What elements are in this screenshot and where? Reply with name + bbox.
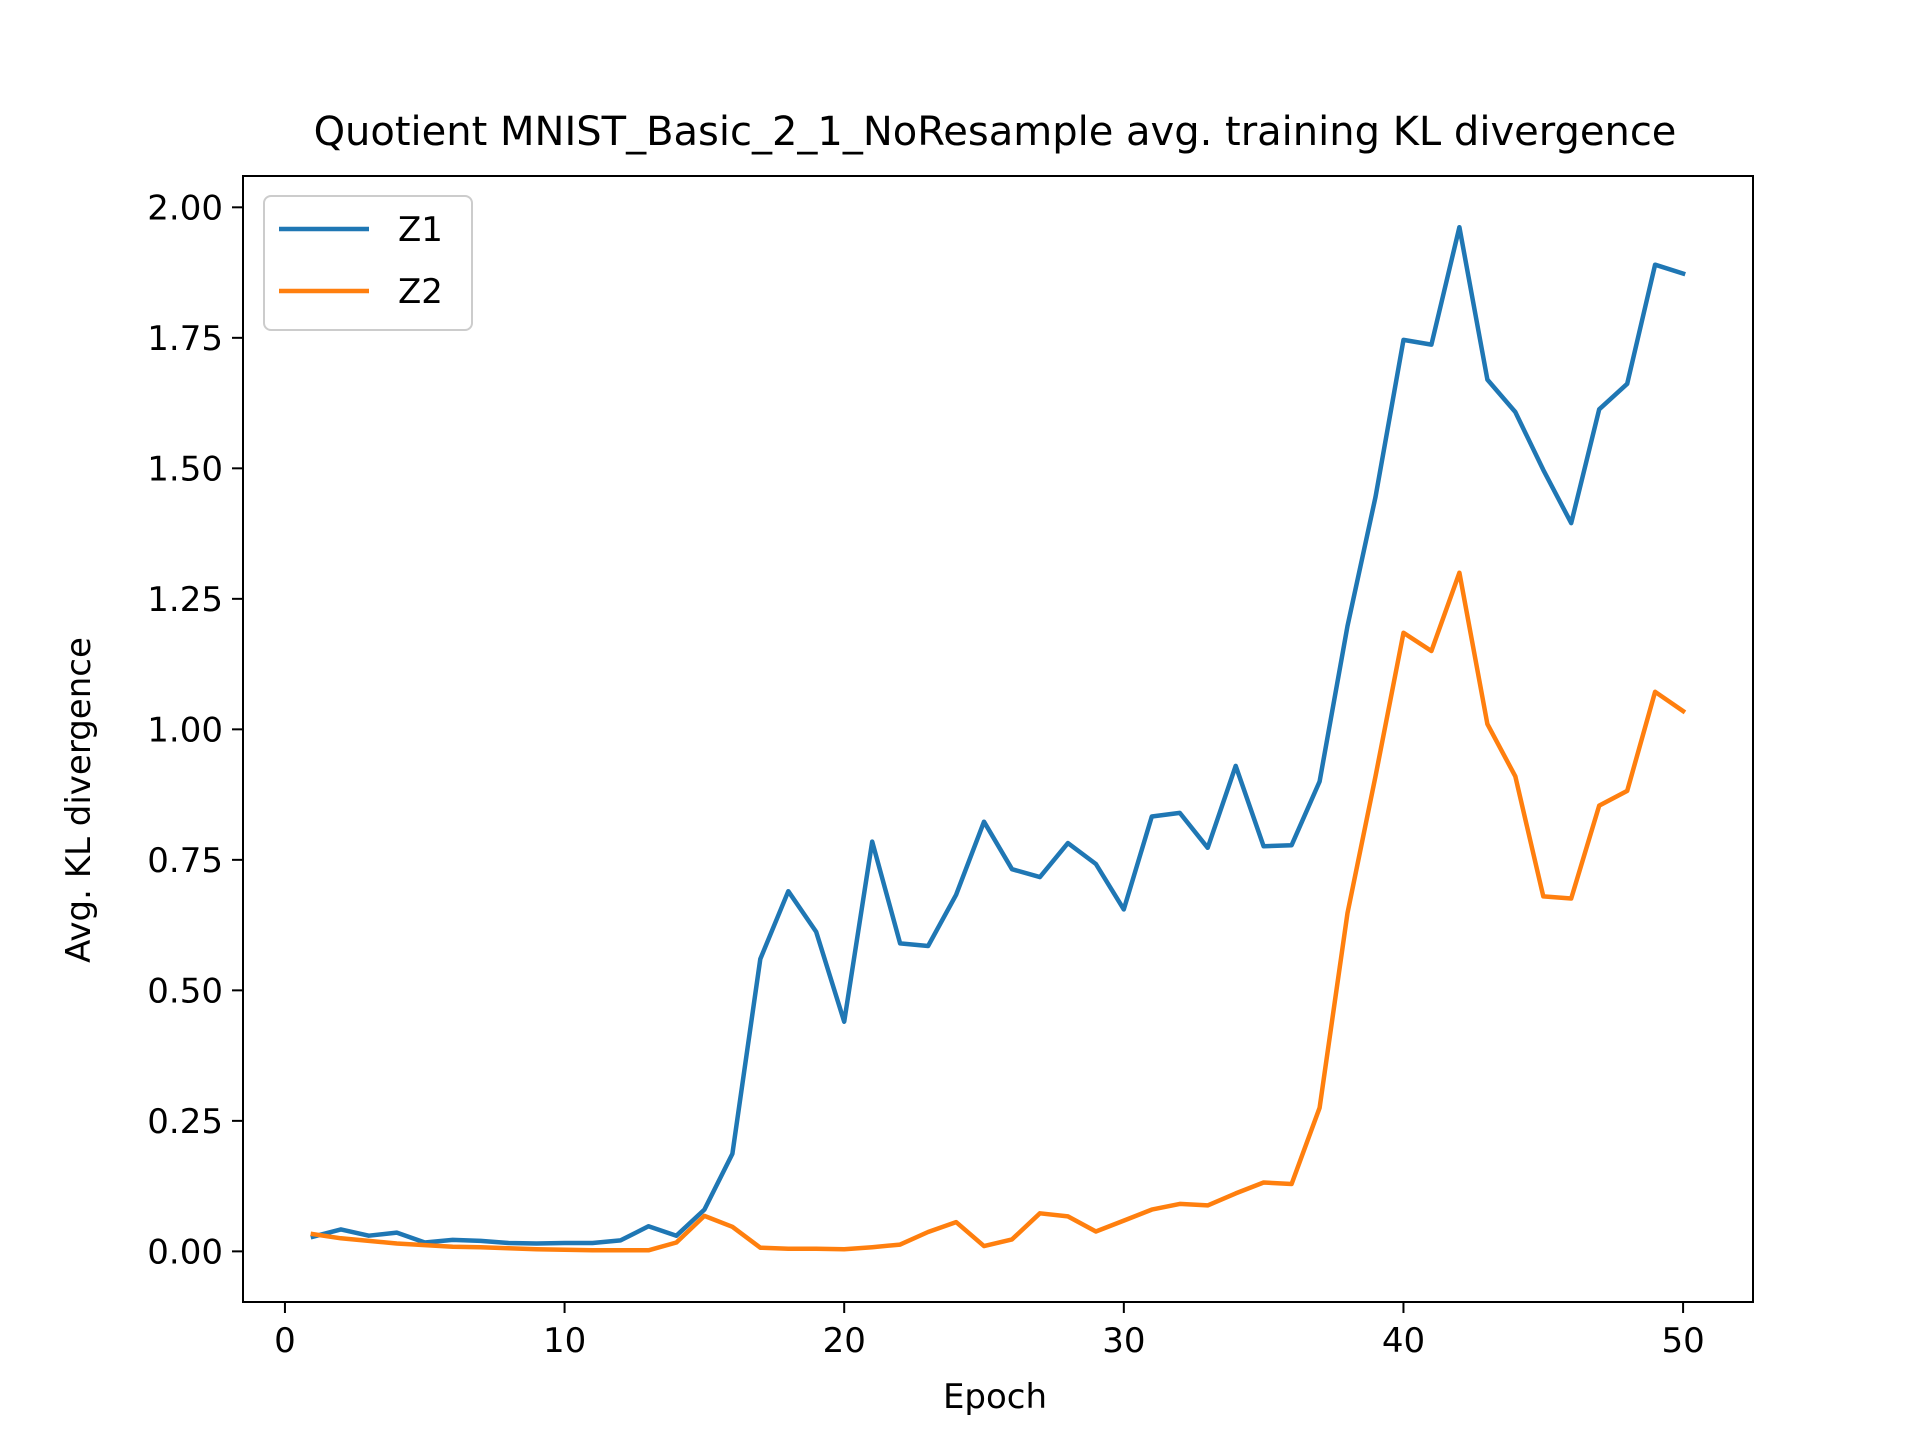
- legend-label-z2: Z2: [398, 272, 443, 312]
- y-tick-label: 0.00: [147, 1232, 223, 1272]
- y-axis: 0.00 0.25 0.50 0.75 1.00 1.25 1.50 1.75 2.00: [147, 188, 243, 1272]
- y-tick-label: 1.75: [147, 319, 223, 359]
- y-tick-label: 0.50: [147, 971, 223, 1011]
- y-tick-label: 0.25: [147, 1102, 223, 1142]
- plot-frame: [242, 175, 1754, 1303]
- legend: Z1 Z2: [263, 195, 473, 331]
- y-tick-label: 1.25: [147, 580, 223, 620]
- plot-area: [242, 175, 1754, 1303]
- x-tick-label: 30: [1102, 1321, 1145, 1361]
- x-axis-label: Epoch: [943, 1377, 1047, 1417]
- x-tick-label: 0: [274, 1321, 296, 1361]
- x-axis: 0 10 20 30 40 50: [274, 1302, 1705, 1361]
- y-axis-label: Avg. KL divergence: [59, 637, 99, 963]
- chart-title: Quotient MNIST_Basic_2_1_NoResample avg.…: [314, 109, 1677, 155]
- y-tick-label: 0.75: [147, 841, 223, 881]
- y-tick-label: 2.00: [147, 188, 223, 228]
- series-line-z1: [310, 224, 1686, 1246]
- x-tick-label: 20: [823, 1321, 866, 1361]
- y-tick-label: 1.00: [147, 710, 223, 750]
- legend-label-z1: Z1: [398, 210, 443, 250]
- y-tick-label: 1.50: [147, 449, 223, 489]
- x-tick-label: 50: [1661, 1321, 1704, 1361]
- x-tick-label: 40: [1382, 1321, 1425, 1361]
- x-tick-label: 10: [543, 1321, 586, 1361]
- series-line-z2: [310, 570, 1687, 1253]
